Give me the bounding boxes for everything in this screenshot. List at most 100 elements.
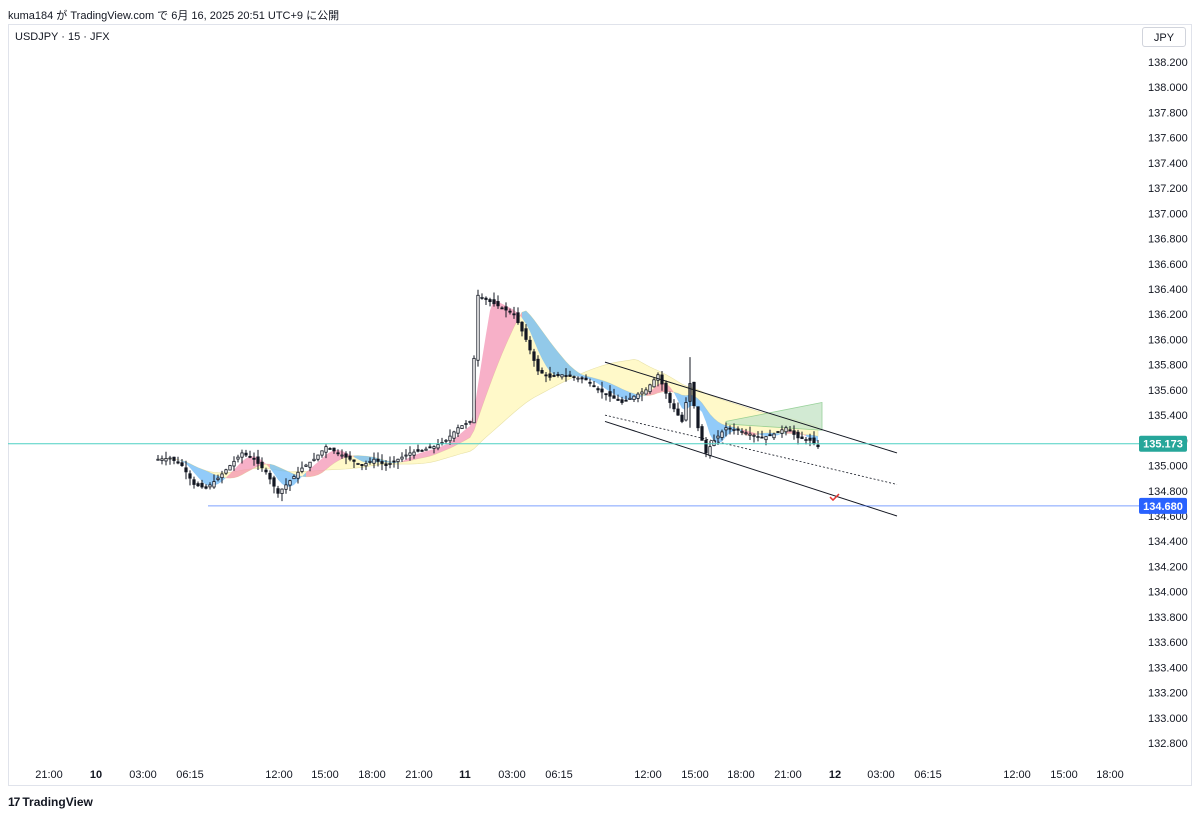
- candle-body: [732, 429, 736, 431]
- ma-band-pink: [434, 447, 438, 455]
- ma-band-pink: [658, 382, 662, 393]
- time-axis-tick: 10: [90, 769, 102, 781]
- candle-body: [164, 458, 168, 462]
- ma-band-blue: [386, 460, 390, 463]
- current-price-tag-label: 135.173: [1143, 439, 1183, 451]
- candle-body: [404, 454, 408, 457]
- candle-body: [228, 465, 232, 471]
- candle-body: [352, 459, 356, 462]
- candle-body: [252, 457, 256, 460]
- ma-band-pink: [406, 457, 410, 462]
- time-axis-tick: 18:00: [1096, 769, 1124, 781]
- price-axis-tick: 135.400: [1148, 410, 1188, 422]
- candle-body: [768, 434, 772, 437]
- price-axis-tick: 136.600: [1148, 259, 1188, 271]
- candle-body: [532, 351, 536, 361]
- time-axis-tick: 03:00: [498, 769, 526, 781]
- candle-body: [692, 381, 696, 407]
- candle-body: [636, 393, 640, 399]
- time-axis-tick: 12:00: [265, 769, 293, 781]
- target-price-tag: [1139, 497, 1187, 514]
- ma-band-pink: [506, 305, 510, 345]
- candle-body: [612, 395, 616, 399]
- time-axis-tick: 21:00: [35, 769, 63, 781]
- ma-band-blue: [622, 389, 626, 400]
- ma-band-blue: [726, 425, 730, 437]
- ma-band-blue: [550, 341, 554, 375]
- price-axis-tick: 134.400: [1148, 536, 1188, 548]
- ma-band-pink: [426, 450, 430, 458]
- candle-body: [472, 357, 476, 424]
- candle-body: [492, 299, 496, 305]
- candle-body: [188, 473, 192, 479]
- candle-body: [496, 301, 500, 307]
- ma-band-pink: [402, 459, 406, 462]
- ma-band-blue: [398, 461, 402, 463]
- candle-body: [812, 437, 816, 444]
- ma-band-blue: [522, 310, 526, 324]
- candle-body: [736, 428, 740, 431]
- tradingview-logo-text: TradingView: [22, 795, 93, 809]
- symbol-label: USDJPY · 15 · JFX: [15, 31, 110, 43]
- ma-band-pink: [518, 312, 522, 320]
- ma-band-blue: [594, 378, 598, 384]
- check-mark-icon: [829, 493, 840, 502]
- ma-band-pink: [250, 456, 254, 471]
- price-axis-tick: 133.200: [1148, 688, 1188, 700]
- ma-band-pink: [442, 444, 446, 452]
- ma-band-blue: [618, 387, 622, 399]
- time-axis-tick: 15:00: [1050, 769, 1078, 781]
- ma-band-pink: [498, 301, 502, 364]
- candle-body: [588, 381, 592, 384]
- candle-body: [312, 458, 316, 461]
- candle-body: [468, 421, 472, 423]
- candle-body: [168, 457, 172, 460]
- candle-body: [396, 458, 400, 463]
- ma-band-blue: [194, 465, 198, 478]
- candle-body: [160, 458, 164, 461]
- ma-band-pink: [478, 359, 482, 419]
- candle-body: [604, 393, 608, 396]
- candle-body: [416, 449, 420, 452]
- time-axis-tick: 03:00: [867, 769, 895, 781]
- price-axis-tick: 133.800: [1148, 612, 1188, 624]
- ma-band-pink: [246, 456, 250, 473]
- ma-band-pink: [646, 391, 650, 396]
- candle-body: [456, 427, 460, 434]
- candle-body: [340, 454, 344, 457]
- candle-body: [392, 460, 396, 463]
- candle-body: [620, 399, 624, 403]
- ma-band-blue: [574, 369, 578, 377]
- ma-band-pink: [418, 452, 422, 459]
- ma-band-blue: [538, 325, 542, 359]
- ma-band-pink: [670, 386, 674, 393]
- ma-band-pink: [430, 449, 434, 457]
- candle-body: [464, 423, 468, 425]
- candle-body: [196, 483, 200, 487]
- candle-body: [556, 374, 560, 376]
- candle-body: [248, 455, 252, 458]
- time-axis-tick: 12: [829, 769, 841, 781]
- ma-band-blue: [206, 470, 210, 487]
- ma-band-blue: [558, 352, 562, 376]
- ma-band-pink: [802, 433, 806, 437]
- candle-body: [668, 393, 672, 403]
- ma-band-pink: [230, 469, 234, 479]
- ma-band-blue: [358, 455, 362, 462]
- candle-body: [676, 408, 680, 416]
- currency-button[interactable]: JPY: [1142, 27, 1186, 47]
- candle-body: [616, 398, 620, 401]
- ma-band-blue: [762, 432, 766, 437]
- tradingview-logo[interactable]: 17 TradingView: [8, 795, 93, 809]
- candle-body: [368, 460, 372, 463]
- candle-body: [724, 427, 728, 431]
- ma-band-pink: [242, 458, 246, 475]
- candle-body: [376, 458, 380, 462]
- candle-body: [576, 377, 580, 380]
- ma-band-blue: [530, 315, 534, 341]
- price-axis-tick: 136.800: [1148, 234, 1188, 246]
- candle-body: [292, 476, 296, 480]
- ma-band-pink: [466, 426, 470, 440]
- candle-body: [704, 439, 708, 454]
